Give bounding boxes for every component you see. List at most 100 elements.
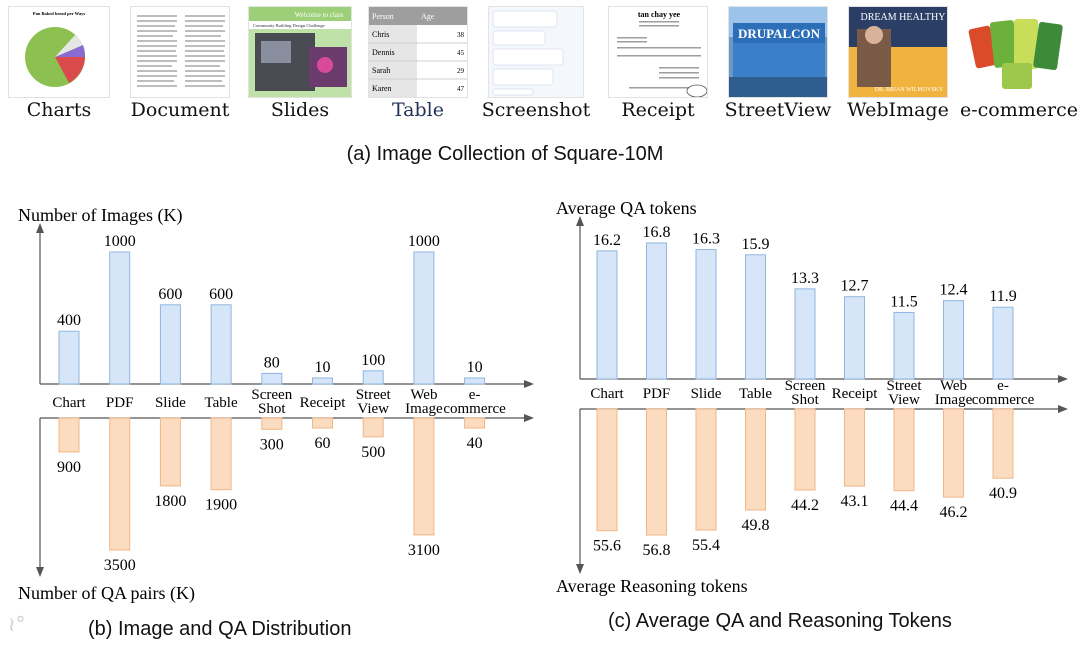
caption-b: (b) Image and QA Distribution (88, 618, 352, 640)
bar-up-7 (943, 300, 964, 380)
bar-up-5 (312, 377, 333, 385)
caption-a: (a) Image Collection of Square-10M (346, 143, 664, 165)
thumbnail-label-webimage: WebImage (847, 99, 949, 121)
chart-b-marks: 400 900 Chart 1000 3500 PDF 600 1800 Slide 600 190… (52, 233, 506, 574)
data-label-down-6: 44.4 (890, 498, 918, 515)
bar-down-8 (464, 417, 486, 429)
bar-up-0 (596, 250, 618, 380)
category-label-1: PDF (643, 386, 671, 402)
chart-b-bottom-axis-title: Number of QA pairs (K) (18, 583, 195, 604)
thumbnail-screenshot (488, 6, 584, 98)
data-label-down-7: 46.2 (940, 504, 968, 521)
bar-up-3 (210, 304, 232, 385)
data-label-down-8: 40.9 (989, 485, 1017, 502)
mini-table-cell: Chris (372, 30, 389, 39)
data-label-down-0: 55.6 (593, 538, 621, 555)
thumbnail-slides: Welcome to class Community Building Desi… (248, 6, 352, 98)
data-label-down-5: 60 (315, 435, 331, 452)
data-label-up-7: 12.4 (940, 282, 968, 299)
category-label-7: Web Image (405, 387, 443, 417)
bar-down-0 (596, 408, 618, 532)
bar-up-0 (58, 330, 80, 385)
pie-chart-thumbnail-icon: Pan Baked bread per Ways (25, 11, 86, 87)
bar-up-8 (992, 306, 1014, 380)
data-label-down-6: 500 (361, 444, 385, 461)
chart-c-marks: 16.2 55.6 Chart 16.8 56.8 PDF 16.3 55.4 Slide 15.… (590, 224, 1034, 559)
bar-down-4 (794, 408, 816, 491)
category-label-0: Chart (52, 395, 86, 411)
data-label-up-3: 15.9 (742, 236, 770, 253)
thumbnail-streetview: DRUPALCON (728, 6, 828, 98)
chart-c-bottom-axis-arrow (576, 564, 584, 574)
thumbnail-charts: Pan Baked bread per Ways (8, 6, 110, 98)
category-label-2: Slide (155, 395, 186, 411)
data-label-down-7: 3100 (408, 542, 440, 559)
image-collection-strip: Pan Baked bread per Ways Charts Documen (0, 0, 1080, 130)
category-label-1: PDF (106, 395, 134, 411)
bar-up-5 (844, 296, 865, 380)
bar-up-8 (464, 377, 486, 385)
mini-chart-title: Pan Baked bread per Ways (33, 11, 86, 16)
category-label-8: e-commerce (443, 387, 506, 417)
data-label-down-0: 900 (57, 459, 81, 476)
chat-screenshot-thumbnail-icon (492, 10, 564, 96)
mini-table-cell: 38 (457, 31, 465, 39)
bar-down-2 (159, 417, 181, 487)
data-label-up-8: 10 (467, 359, 483, 376)
bar-down-2 (695, 408, 717, 531)
thumbnail-label-table: Table (391, 99, 444, 121)
bar-down-5 (312, 417, 333, 429)
chart-c-bottom-axis-title: Average Reasoning tokens (556, 576, 748, 596)
bar-down-3 (745, 408, 766, 511)
data-label-up-5: 10 (315, 359, 331, 376)
data-label-up-4: 13.3 (791, 270, 819, 287)
bar-down-5 (844, 408, 865, 487)
data-label-up-0: 16.2 (593, 232, 621, 249)
data-label-down-4: 44.2 (791, 497, 819, 514)
data-label-up-7: 1000 (408, 233, 440, 250)
street-sign-thumbnail-icon: DRUPALCON (729, 7, 827, 97)
bar-down-1 (646, 408, 667, 536)
bar-down-6 (362, 417, 384, 438)
data-label-up-0: 400 (57, 312, 81, 329)
bar-down-4 (261, 417, 283, 430)
slides-thumbnail-icon: Welcome to class Community Building Desi… (249, 7, 351, 91)
data-label-up-3: 600 (209, 286, 233, 303)
thumbnail-label-ecommerce: e-commerce (960, 99, 1078, 121)
category-label-4: Screen Shot (251, 387, 292, 417)
bar-up-7 (413, 251, 435, 385)
bar-up-2 (159, 304, 181, 385)
bar-down-7 (943, 408, 964, 498)
data-label-up-1: 16.8 (643, 224, 671, 241)
mini-table-cell: 29 (457, 67, 465, 75)
chart-c-bottom-x-arrow (1058, 405, 1068, 413)
bar-down-3 (210, 417, 232, 491)
data-label-up-8: 11.9 (989, 288, 1016, 305)
mini-table-cell: Sarah (372, 66, 390, 75)
mini-sign-text: DRUPALCON (738, 26, 821, 41)
thumbnail-webimage: DREAM HEALTHY DR. BRIAN WILMOVSKY (848, 6, 948, 98)
mini-receipt-title: tan chay yee (638, 10, 681, 19)
qa-reasoning-tokens-chart: Average QA tokens Average Reasoning toke… (556, 198, 1068, 596)
category-label-3: Table (205, 395, 238, 411)
category-label-7: Web Image (935, 378, 973, 408)
data-label-up-2: 16.3 (692, 231, 720, 248)
category-label-5: Receipt (832, 386, 879, 402)
mini-slide-subtitle: Community Building Design Challenge (253, 23, 325, 28)
bar-up-1 (109, 251, 131, 385)
caption-c: (c) Average QA and Reasoning Tokens (608, 610, 952, 632)
bar-up-4 (261, 372, 283, 385)
watermark-logo: ≀° (8, 612, 26, 636)
chart-b-top-x-arrow (524, 380, 534, 388)
bar-up-6 (893, 311, 915, 380)
chart-c-top-x-arrow (1058, 375, 1068, 383)
data-label-down-3: 1900 (205, 497, 237, 514)
bar-down-1 (109, 417, 131, 551)
data-label-up-2: 600 (158, 286, 182, 303)
chart-b-bottom-x-arrow (524, 414, 534, 422)
bar-up-1 (646, 242, 667, 380)
mini-table-header-age: Age (421, 12, 435, 21)
bar-down-6 (893, 408, 915, 492)
thumbnail-receipt: tan chay yee (608, 6, 708, 98)
data-label-up-5: 12.7 (841, 278, 869, 295)
